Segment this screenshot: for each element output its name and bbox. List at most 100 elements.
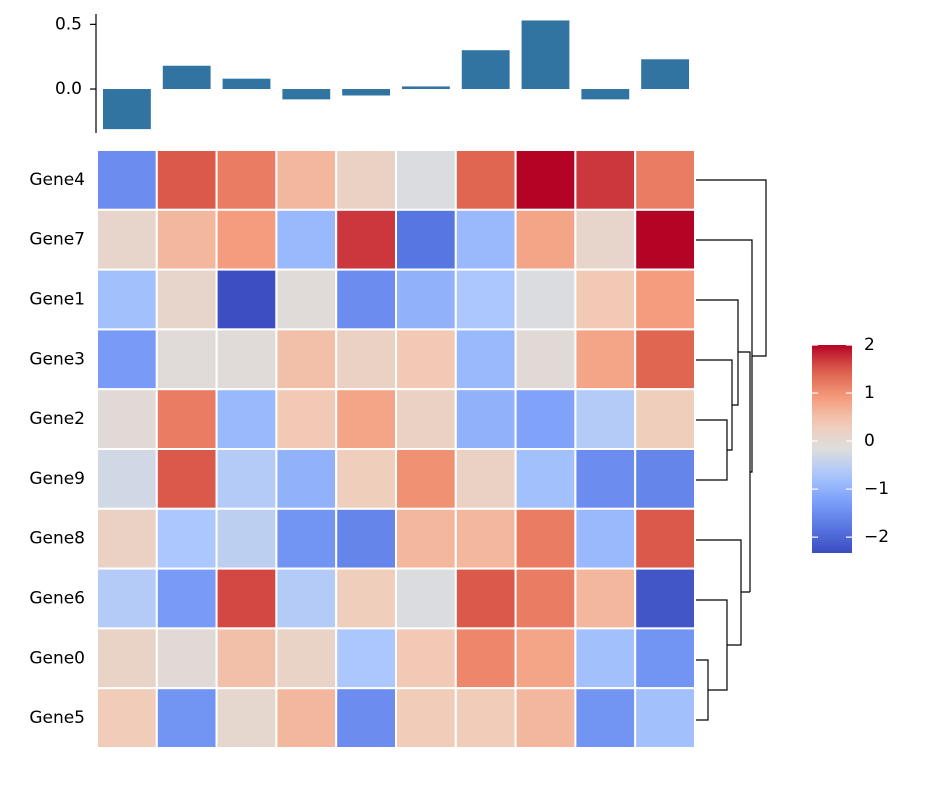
heatmap-cell: [574, 687, 637, 750]
heatmap-cell: [275, 507, 338, 570]
heatmap-cell: [634, 268, 697, 331]
heatmap-cell: [454, 507, 517, 570]
heatmap-cell: [215, 328, 278, 391]
heatmap-cell: [155, 507, 218, 570]
heatmap-cell: [96, 507, 158, 570]
heatmap-cell: [335, 149, 398, 211]
row-label: Gene3: [29, 349, 85, 369]
heatmap-cell: [574, 388, 637, 451]
heatmap-cell: [454, 208, 517, 271]
heatmap-cell: [514, 268, 577, 331]
heatmap-cell: [155, 448, 218, 510]
bar: [581, 89, 630, 100]
heatmap-cell: [514, 208, 577, 271]
bar: [641, 59, 690, 90]
heatmap-cell: [454, 268, 517, 331]
heatmap-cell: [634, 448, 697, 510]
heatmap-cell: [514, 687, 577, 750]
heatmap-cell: [574, 627, 637, 690]
heatmap-cell: [215, 687, 278, 750]
heatmap-cell: [634, 149, 697, 211]
heatmap-cell: [215, 388, 278, 451]
heatmap-cell: [215, 567, 278, 630]
heatmap-cell: [215, 448, 278, 510]
row-label: Gene6: [29, 589, 85, 609]
heatmap-cell: [96, 388, 158, 451]
colorbar-tick-label: 1: [864, 383, 875, 403]
heatmap-cell: [155, 567, 218, 630]
heatmap-cell: [634, 567, 697, 630]
heatmap-cell: [275, 567, 338, 630]
heatmap-cell: [215, 208, 278, 271]
heatmap-cell: [395, 328, 457, 391]
heatmap-cell: [215, 627, 278, 690]
heatmap-cell: [574, 208, 637, 271]
heatmap-cell: [96, 149, 158, 211]
heatmap-cell: [275, 627, 338, 690]
heatmap-cell: [574, 268, 637, 331]
heatmap-cell: [155, 149, 218, 211]
heatmap-cell: [514, 149, 577, 211]
bar: [162, 65, 211, 90]
heatmap-cell: [335, 507, 398, 570]
heatmap-cell: [275, 448, 338, 510]
heatmap-cell: [96, 268, 158, 331]
row-label: Gene1: [29, 290, 85, 310]
heatmap-cell: [634, 627, 697, 690]
colorbar-tick-label: −2: [864, 527, 889, 547]
heatmap-cell: [275, 388, 338, 451]
heatmap-cell: [96, 687, 158, 750]
heatmap-cell: [335, 328, 398, 391]
bar: [222, 78, 271, 90]
heatmap-cell: [454, 687, 517, 750]
heatmap-cell: [215, 268, 278, 331]
heatmap-cell: [514, 388, 577, 451]
heatmap-cell: [275, 687, 338, 750]
colorbar: [812, 345, 852, 553]
heatmap-cell: [395, 388, 457, 451]
heatmap-cell: [395, 567, 457, 630]
heatmap-cell: [634, 507, 697, 570]
heatmap-cell: [574, 507, 637, 570]
heatmap-cell: [574, 567, 637, 630]
bar: [342, 89, 391, 96]
heatmap-cell: [155, 687, 218, 750]
heatmap-cell: [96, 627, 158, 690]
colorbar-tick-label: 2: [864, 335, 875, 355]
row-label: Gene2: [29, 409, 85, 429]
row-label: Gene4: [29, 170, 85, 190]
row-label: Gene7: [29, 230, 85, 250]
row-label: Gene0: [29, 648, 85, 668]
heatmap-cell: [335, 448, 398, 510]
heatmap-cell: [634, 687, 697, 750]
heatmap-cell: [335, 208, 398, 271]
heatmap-cell: [574, 328, 637, 391]
heatmap-cell: [335, 627, 398, 690]
heatmap-cell: [574, 149, 637, 211]
heatmap-cell: [155, 208, 218, 271]
heatmap-cell: [96, 328, 158, 391]
row-label: Gene9: [29, 469, 85, 489]
row-label: Gene8: [29, 529, 85, 549]
colorbar-tick-label: −1: [864, 479, 889, 499]
row-label: Gene5: [29, 708, 85, 728]
heatmap-cell: [275, 328, 338, 391]
heatmap-cell: [514, 448, 577, 510]
heatmap-cell: [574, 448, 637, 510]
heatmap-cell: [335, 567, 398, 630]
bar: [401, 86, 450, 90]
heatmap-cell: [395, 208, 457, 271]
heatmap-cell: [96, 208, 158, 271]
heatmap-cell: [155, 328, 218, 391]
heatmap-cell: [634, 388, 697, 451]
heatmap-cell: [275, 208, 338, 271]
heatmap-cell: [215, 149, 278, 211]
heatmap-cell: [454, 448, 517, 510]
heatmap-cell: [514, 507, 577, 570]
heatmap-cell: [395, 268, 457, 331]
heatmap-cell: [454, 567, 517, 630]
dendrogram: [695, 179, 767, 721]
heatmap-cell: [454, 627, 517, 690]
y-tick-label: 0.0: [55, 79, 82, 99]
